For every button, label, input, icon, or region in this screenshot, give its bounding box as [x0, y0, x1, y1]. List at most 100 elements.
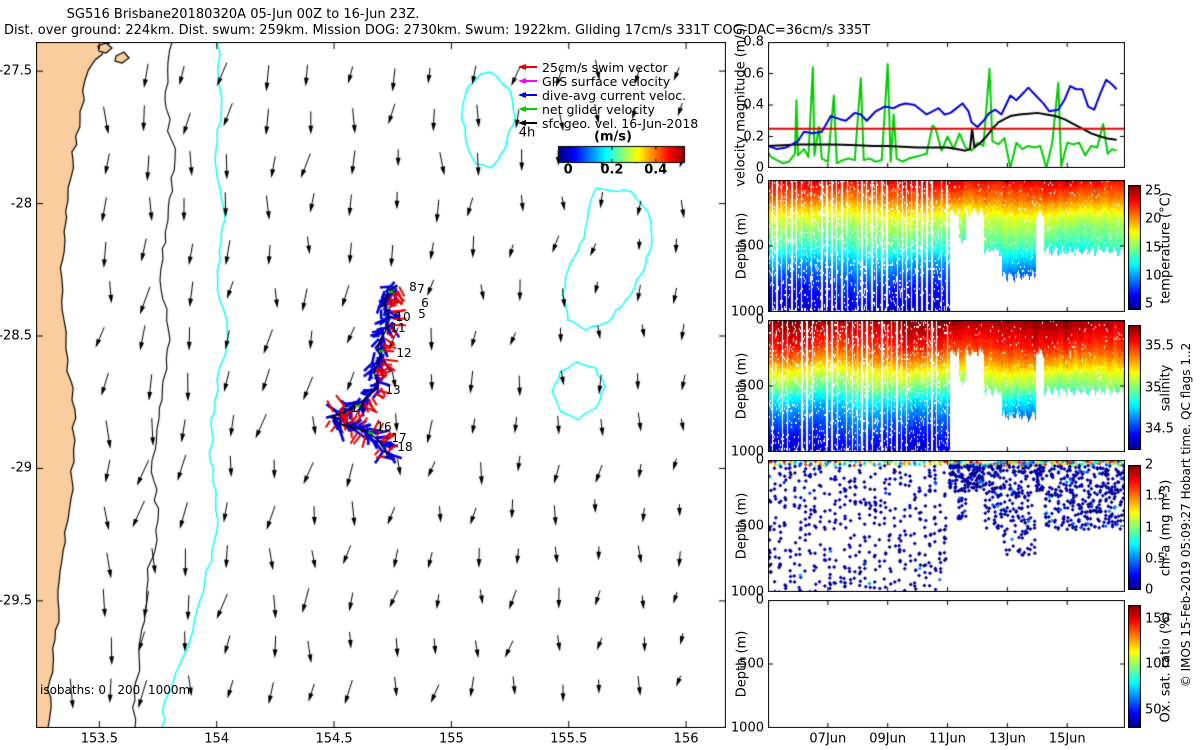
colorbar-tick-label: 50	[1145, 702, 1162, 718]
track-day-label: 6	[421, 296, 429, 310]
map-x-tick-label: 155.5	[550, 731, 588, 747]
colorbar-tick-label: 10	[1145, 268, 1162, 284]
depth-tick-label: 500	[739, 378, 764, 394]
oxygen-plot-canvas	[768, 600, 1125, 728]
legend-item: 25cm/s swim vector	[516, 59, 668, 75]
colorbar-label: salinity	[1158, 364, 1174, 411]
x-axis-tick-label: 11Jun	[929, 731, 966, 747]
colorbar-label: chl-a (mg m-3)	[1158, 479, 1174, 576]
track-day-label: 5	[418, 307, 426, 321]
legend-item: GPS surface velocity	[516, 73, 671, 89]
legend-item: sfc geo. vel. 16-Jun-2018	[516, 115, 699, 131]
page-subtitle: Dist. over ground: 224km. Dist. swum: 25…	[4, 23, 871, 38]
velocity-y-tick-label: 0.2	[743, 129, 764, 144]
map-x-tick-label: 155	[438, 731, 464, 747]
track-day-label: 8	[409, 280, 417, 294]
page-title: SG516 Brisbane20180320A 05-Jun 00Z to 16…	[66, 7, 420, 22]
chla-plot-canvas	[768, 460, 1125, 592]
legend-colorbar-tick-label: 0.4	[644, 162, 668, 178]
track-day-label: 7	[417, 282, 425, 296]
legend-item-label: dive-avg current veloc.	[542, 87, 687, 103]
velocity-y-tick-label: 0.4	[743, 97, 764, 113]
colorbar-tick-label: 5	[1145, 296, 1154, 312]
arrow-icon	[518, 92, 537, 98]
colorbar-tick-label: 34.5	[1145, 421, 1174, 437]
depth-tick-label: 500	[739, 518, 764, 534]
colorbar-tick-label: 35	[1145, 380, 1162, 395]
track-day-label: 12	[396, 346, 412, 360]
depth-tick-label: 0	[755, 312, 764, 328]
track-day-label: 17	[391, 431, 407, 445]
track-day-label: 16	[376, 420, 392, 434]
depth-tick-label: 1000	[730, 584, 764, 600]
colorbar-canvas-oxygen	[1128, 605, 1141, 728]
velocity-y-tick-label: 0.6	[743, 66, 764, 81]
colorbar-label: Ox. sat. ratio (%)	[1158, 611, 1174, 722]
legend-colorbar-tick-label: 0	[563, 162, 573, 178]
depth-tick-label: 1000	[730, 720, 764, 736]
colorbar-tick-label: 15	[1145, 240, 1162, 255]
x-axis-tick-label: 15Jun	[1048, 731, 1086, 747]
colorbar-tick-label: 25	[1145, 183, 1162, 199]
velocity-y-tick-label: 0.8	[743, 34, 764, 50]
map-x-tick-label: 153.5	[80, 731, 118, 747]
legend-item-label: 25cm/s swim vector	[542, 59, 668, 75]
isobaths-label: isobaths: 0 200 1000m	[40, 683, 191, 697]
colorbar-canvas-salinity	[1128, 325, 1141, 450]
legend-colorbar-tick-label: 0.2	[600, 162, 624, 178]
map-canvas	[36, 42, 726, 728]
map-x-tick-label: 154	[204, 731, 230, 747]
x-axis-tick-label: 13Jun	[988, 731, 1026, 747]
legend-item-label: net glider velocity	[542, 101, 655, 117]
map-y-tick-label: -28	[10, 196, 32, 212]
colorbar-tick-label: 2	[1145, 457, 1154, 473]
depth-tick-label: 0	[755, 172, 764, 188]
map-x-tick-label: 156	[673, 731, 699, 747]
depth-tick-label: 0	[755, 452, 764, 468]
x-axis-tick-label: 07Jun	[809, 731, 847, 747]
depth-tick-label: 1000	[730, 444, 764, 460]
legend-duration-label: 4h	[518, 125, 536, 141]
map-y-tick-label: -29.5	[0, 593, 32, 609]
depth-tick-label: 1000	[730, 304, 764, 320]
map-y-tick-label: -27.5	[0, 63, 32, 79]
arrow-icon	[518, 120, 537, 126]
colorbar-tick-label: 0.5	[1145, 551, 1166, 567]
colorbar-tick-label: 100	[1145, 656, 1170, 672]
imos-watermark: © IMOS 15-Feb-2019 05:09:27 Hobart time.…	[1179, 342, 1193, 688]
track-day-label: 13	[385, 383, 401, 397]
arrow-icon	[518, 64, 537, 70]
legend-item: dive-avg current veloc.	[516, 87, 687, 103]
colorbar-label: temperature (°C)	[1158, 191, 1174, 304]
velocity-y-tick-label: 0	[755, 160, 764, 176]
track-day-label: 11	[390, 321, 406, 335]
legend-item-label: sfc geo. vel. 16-Jun-2018	[542, 115, 699, 131]
colorbar-canvas-temperature	[1128, 185, 1141, 310]
map-y-tick-label: -28.5	[0, 328, 32, 344]
colorbar-tick-label: 20	[1145, 211, 1162, 227]
temperature-plot-canvas	[768, 180, 1125, 312]
x-axis-tick-label: 09Jun	[869, 731, 907, 747]
colorbar-tick-label: 1	[1145, 520, 1154, 535]
velocity-plot-canvas	[768, 42, 1125, 168]
colorbar-tick-label: 1.5	[1145, 488, 1166, 504]
legend-item: net glider velocity	[516, 101, 655, 117]
depth-tick-label: 500	[739, 238, 764, 254]
track-day-label: 10	[395, 310, 411, 324]
arrow-icon	[518, 78, 537, 84]
colorbar-tick-label: 0	[1145, 582, 1154, 598]
colorbar-tick-label: 35.5	[1145, 338, 1174, 354]
legend-item-label: GPS surface velocity	[542, 73, 671, 89]
depth-tick-label: 500	[739, 656, 764, 672]
depth-tick-label: 0	[755, 592, 764, 608]
track-day-label: 14	[350, 401, 366, 415]
arrow-icon	[518, 106, 537, 112]
colorbar-tick-label: 150	[1145, 611, 1170, 627]
colorbar-canvas-chla	[1128, 465, 1141, 590]
map-x-tick-label: 154.5	[315, 731, 353, 747]
map-y-tick-label: -29	[10, 460, 32, 476]
legend-colorbar-title: (m/s)	[594, 129, 632, 145]
track-day-label: 18	[397, 440, 413, 454]
salinity-plot-canvas	[768, 320, 1125, 452]
